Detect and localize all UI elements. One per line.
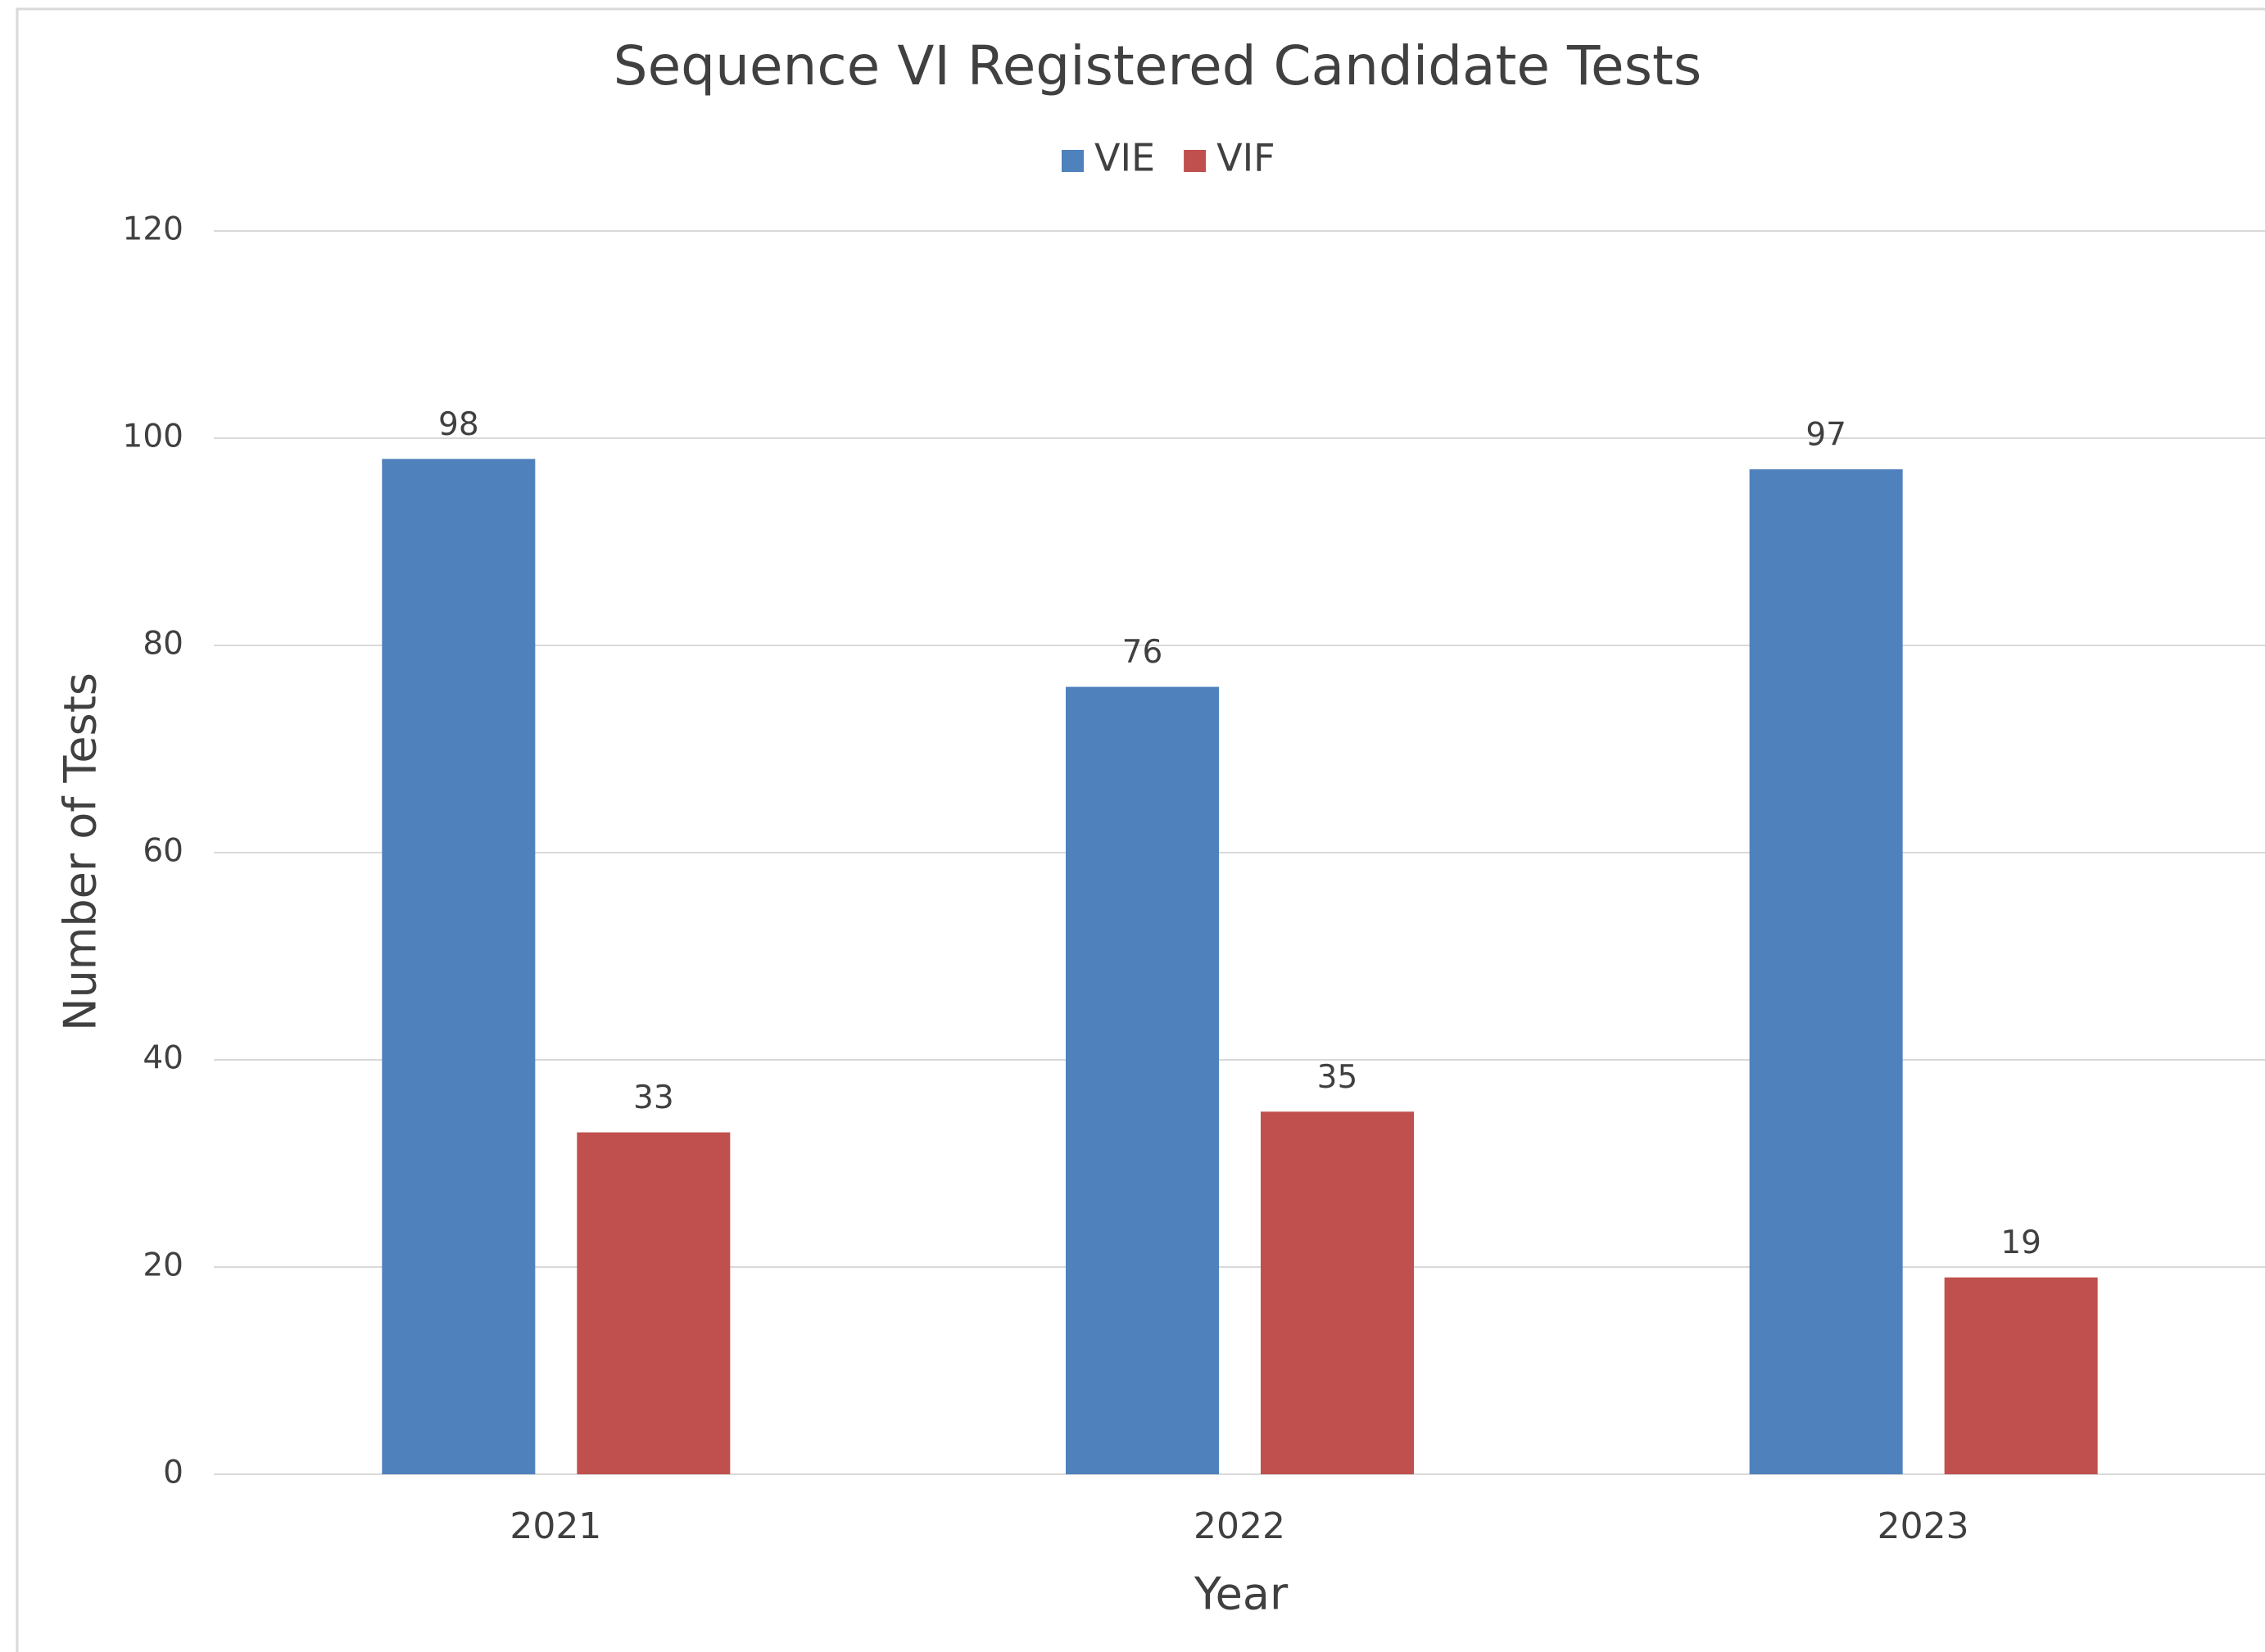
legend-swatch: [1062, 150, 1084, 172]
y-tick-label: 40: [143, 1040, 183, 1077]
legend-swatch: [1184, 150, 1207, 172]
x-axis-title: Year: [1194, 1568, 1289, 1620]
data-label: 19: [2000, 1224, 2041, 1261]
bar: [1066, 686, 1219, 1474]
y-tick-label: 60: [143, 833, 183, 870]
data-label: 97: [1805, 416, 1846, 453]
legend-label: VIE: [1094, 136, 1155, 180]
data-label: 35: [1317, 1059, 1358, 1096]
legend-label: VIF: [1216, 136, 1275, 180]
y-tick-label: 100: [123, 419, 183, 455]
bar: [577, 1132, 731, 1474]
bar: [1944, 1277, 2098, 1474]
x-tick-label: 2021: [510, 1505, 601, 1547]
data-label: 98: [438, 406, 479, 443]
y-tick-label: 80: [143, 626, 183, 663]
y-axis-title: Number of Tests: [55, 672, 106, 1031]
chart-title: Sequence VI Registered Candidate Tests: [614, 34, 1702, 97]
y-tick-label: 0: [163, 1455, 183, 1491]
data-label: 76: [1122, 634, 1163, 671]
x-tick-label: 2022: [1194, 1505, 1285, 1547]
x-tick-label: 2023: [1878, 1505, 1969, 1547]
bar: [382, 459, 536, 1474]
bar: [1749, 468, 1903, 1475]
data-label: 33: [633, 1079, 674, 1116]
bar: [1261, 1111, 1414, 1474]
y-tick-label: 20: [143, 1247, 183, 1284]
y-tick-label: 120: [123, 211, 183, 248]
